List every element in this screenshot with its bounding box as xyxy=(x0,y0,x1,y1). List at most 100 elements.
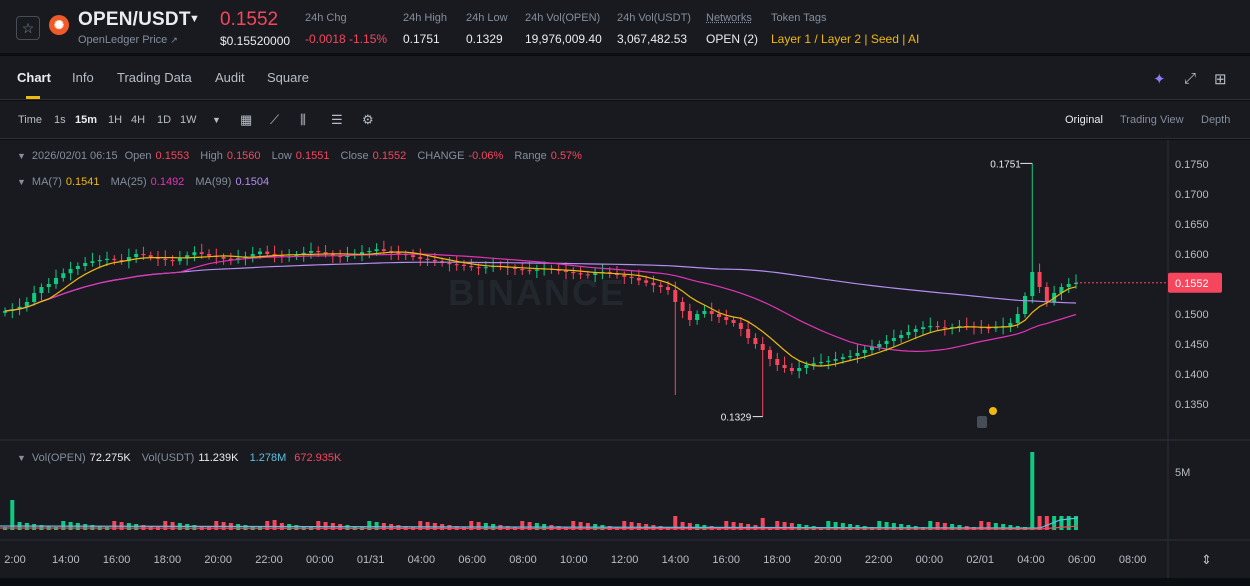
active-tab-indicator xyxy=(26,96,40,99)
favorite-star-icon[interactable]: ☆ xyxy=(16,16,40,40)
legend-close-label: Close xyxy=(340,150,369,162)
volume-bar xyxy=(1044,516,1049,530)
volume-bar xyxy=(848,524,853,530)
candle-body xyxy=(797,368,802,371)
chart-settings-list-icon[interactable]: ☰ xyxy=(331,112,343,127)
price-tick-label: 0.1750 xyxy=(1175,159,1209,171)
stat-value: 0.1329 xyxy=(466,32,503,46)
volume-bar xyxy=(1074,516,1078,530)
candle-body xyxy=(24,302,29,307)
stat-24h-vol-usdt: 24h Vol(USDT) 3,067,482.53 xyxy=(617,12,691,46)
candle-body xyxy=(119,260,124,262)
legend-ma99: 0.1504 xyxy=(235,176,270,188)
candle-body xyxy=(374,249,379,251)
tab-audit[interactable]: Audit xyxy=(215,70,245,85)
pair-dropdown-caret-icon[interactable]: ▼ xyxy=(189,13,200,25)
candle-body xyxy=(578,273,583,275)
candle-body xyxy=(819,362,823,364)
view-trading-view[interactable]: Trading View xyxy=(1120,114,1184,126)
time-tick-label: 14:00 xyxy=(662,554,690,566)
stat-24h-vol-open: 24h Vol(OPEN) 19,976,009.40 xyxy=(525,12,602,46)
candle-body xyxy=(32,293,37,302)
candle-body xyxy=(17,306,22,310)
candle-body xyxy=(826,360,831,362)
price-tick-label: 0.1450 xyxy=(1175,339,1209,351)
tab-chart[interactable]: Chart xyxy=(17,70,51,85)
candle-body xyxy=(476,267,481,269)
openledger-price-link[interactable]: OpenLedger Price ↗ xyxy=(78,34,178,46)
timeframe-1d[interactable]: 1D xyxy=(157,114,172,126)
timeframe-time[interactable]: Time xyxy=(18,114,43,126)
stat-label: 24h Vol(OPEN) xyxy=(525,12,601,24)
candle-body xyxy=(513,267,517,269)
candle-body xyxy=(367,251,372,253)
stat-token-tags[interactable]: Token Tags Layer 1 / Layer 2 | Seed | AI xyxy=(771,12,919,46)
time-tick-label: 16:00 xyxy=(103,554,131,566)
calendar-icon[interactable]: ▦ xyxy=(240,112,253,127)
stat-value: 19,976,009.40 xyxy=(525,32,602,46)
expand-icon[interactable]: ⤢ xyxy=(1184,70,1197,87)
volume-bar xyxy=(840,523,845,530)
gear-icon[interactable]: ⚙ xyxy=(362,112,374,127)
candle-body xyxy=(163,258,168,260)
last-price: 0.1552 xyxy=(220,9,279,30)
volume-bar xyxy=(192,525,197,530)
candle-body xyxy=(105,258,109,260)
volume-bar xyxy=(826,521,831,530)
candle-body xyxy=(1015,314,1020,323)
candle-body xyxy=(3,311,7,313)
collapse-caret-icon[interactable]: ▼ xyxy=(17,177,26,187)
candle-body xyxy=(68,269,73,274)
timeframe-1w[interactable]: 1W xyxy=(180,114,197,126)
view-original[interactable]: Original xyxy=(1065,114,1103,126)
candlestick-chart[interactable]: 0.17500.17000.16500.16000.15500.15000.14… xyxy=(0,140,1250,578)
usd-price: $0.15520000 xyxy=(220,34,291,48)
volume-bar xyxy=(986,522,991,530)
timeframe-1h[interactable]: 1H xyxy=(108,114,123,126)
sub-label: OpenLedger Price xyxy=(78,34,168,46)
collapse-caret-icon[interactable]: ▼ xyxy=(17,453,26,463)
candle-body xyxy=(571,272,576,274)
tab-square[interactable]: Square xyxy=(267,70,309,85)
ma25-line xyxy=(4,253,1077,353)
stat-value: OPEN (2) xyxy=(706,32,759,46)
tab-info[interactable]: Info xyxy=(72,70,94,85)
pair-title[interactable]: OPEN/USDT xyxy=(78,9,191,30)
volume-bar xyxy=(687,523,692,530)
scale-adjust-icon[interactable]: ⇕ xyxy=(1201,553,1212,568)
volume-bar xyxy=(789,523,794,530)
candle-body xyxy=(1030,272,1035,296)
timeframe-15m[interactable]: 15m xyxy=(75,114,98,126)
candle-body xyxy=(702,311,707,314)
ai-sparkle-icon[interactable]: ✦ xyxy=(1153,71,1166,88)
chart-area[interactable]: BINANCE 0.17500.17000.16500.16000.15500.… xyxy=(0,140,1250,578)
candle-body xyxy=(177,258,182,262)
candle-body xyxy=(61,273,66,278)
volume-bar xyxy=(877,521,882,530)
candle-body xyxy=(462,264,466,266)
ma7-line xyxy=(4,251,1077,367)
more-timeframes-caret-icon[interactable]: ▼ xyxy=(212,115,221,125)
candle-body xyxy=(760,344,765,350)
timeframe-4h[interactable]: 4H xyxy=(131,114,146,126)
candle-body xyxy=(221,257,226,259)
timeframe-1s[interactable]: 1s xyxy=(54,114,66,126)
collapse-caret-icon[interactable]: ▼ xyxy=(17,151,26,161)
indicator-line-icon[interactable]: ⟋ xyxy=(270,112,280,127)
time-tick-label: 04:00 xyxy=(1017,554,1045,566)
candle-body xyxy=(768,350,772,359)
candle-type-icon[interactable]: ⫼ xyxy=(300,112,306,127)
price-tick-label: 0.1650 xyxy=(1175,219,1209,231)
volume-bar xyxy=(447,525,452,530)
time-tick-label: 08:00 xyxy=(509,554,537,566)
vol-open-label: Vol(OPEN) xyxy=(31,452,86,464)
event-dot-icon xyxy=(989,407,997,415)
legend-range-label: Range xyxy=(514,150,547,162)
layout-grid-icon[interactable]: ⊞ xyxy=(1214,71,1227,88)
candle-body xyxy=(294,254,299,257)
tab-trading-data[interactable]: Trading Data xyxy=(117,70,192,85)
view-depth[interactable]: Depth xyxy=(1201,114,1231,126)
stat-networks[interactable]: Networks OPEN (2) xyxy=(706,12,758,46)
legend-low: 0.1551 xyxy=(295,150,330,162)
volume-bar xyxy=(163,521,168,530)
